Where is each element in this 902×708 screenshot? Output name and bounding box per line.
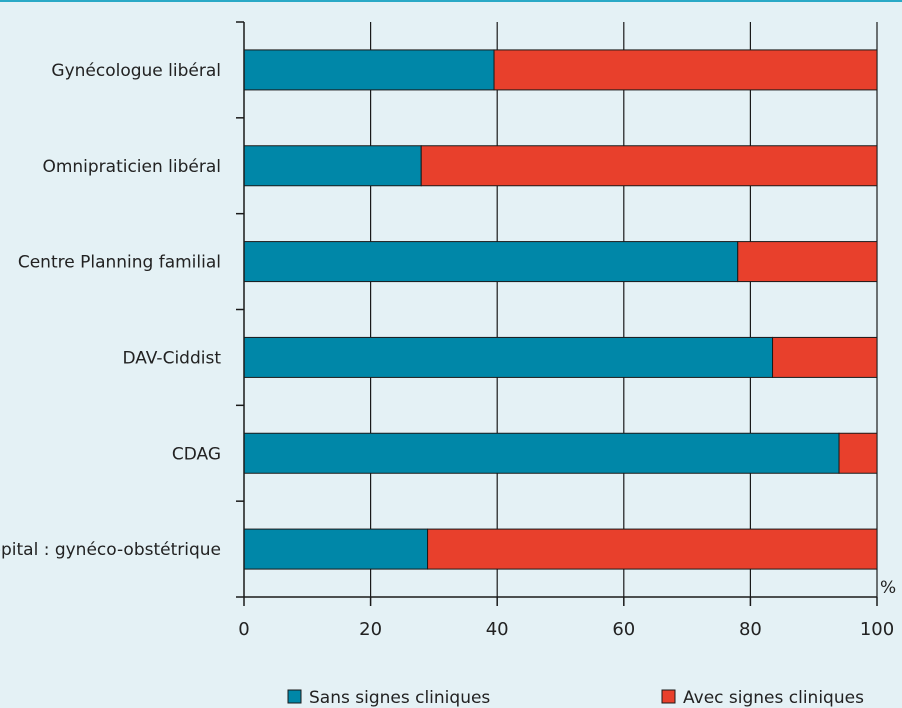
category-label: Hôpital : gynéco-obstétrique [0, 540, 221, 560]
bar-avec-2 [737, 241, 878, 283]
bar-avec-3 [772, 336, 878, 378]
bar-sans-2 [243, 241, 739, 283]
legend-label-avec: Avec signes cliniques [683, 688, 864, 708]
bar-avec-4 [838, 432, 878, 474]
category-label: Omnipraticien libéral [42, 157, 221, 177]
x-tick-label-0: 0 [238, 619, 249, 640]
x-tick-label-20: 20 [359, 619, 382, 640]
category-label: CDAG [172, 444, 221, 464]
bar-sans-4 [243, 432, 840, 474]
top-rule [0, 0, 902, 2]
bar-sans-0 [243, 49, 495, 91]
bar-avec-0 [493, 49, 878, 91]
bar-sans-1 [243, 145, 422, 187]
legend-label-sans: Sans signes cliniques [309, 688, 490, 708]
bar-sans-3 [243, 336, 774, 378]
bar-avec-1 [420, 145, 878, 187]
x-tick-label-100: 100 [860, 619, 894, 640]
legend-swatch-avec [661, 689, 676, 704]
bar-sans-5 [243, 528, 429, 570]
category-label: Centre Planning familial [18, 253, 221, 273]
x-tick-label-80: 80 [739, 619, 762, 640]
legend-swatch-sans [287, 689, 302, 704]
x-tick-label-40: 40 [486, 619, 509, 640]
category-label: DAV-Ciddist [122, 348, 221, 368]
category-label: Gynécologue libéral [51, 61, 221, 81]
bar-avec-5 [427, 528, 878, 570]
x-axis-unit: % [880, 578, 896, 598]
x-tick-label-60: 60 [612, 619, 635, 640]
